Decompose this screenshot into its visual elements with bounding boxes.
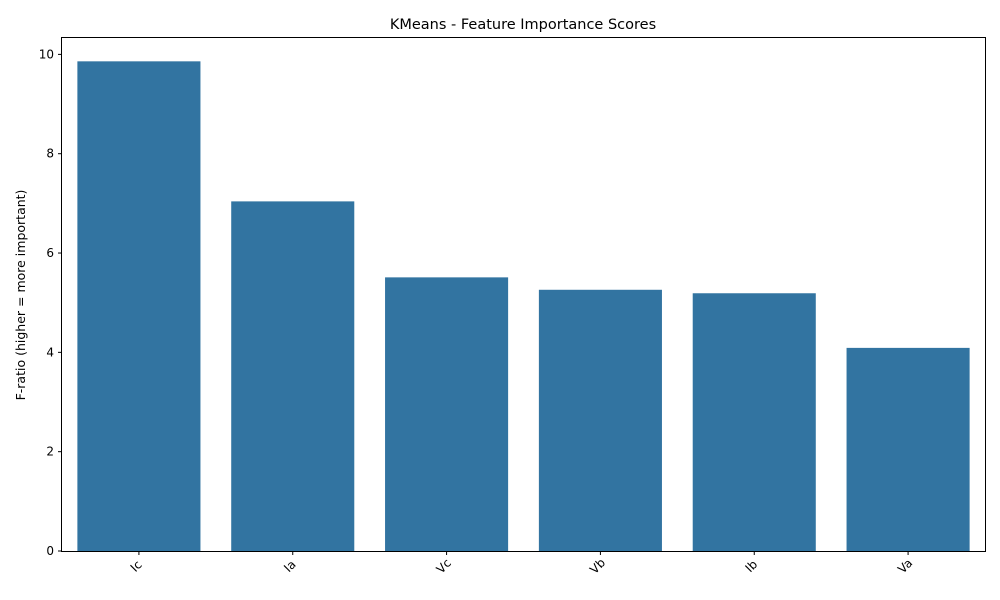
y-tick-label: 4 [46,345,54,359]
bar-Vc [385,277,509,551]
x-tick-label: Ia [281,557,299,575]
bar-Ic [77,61,201,552]
x-tick-label: Va [895,556,915,576]
bar-Va [846,347,970,551]
chart-title: KMeans - Feature Importance Scores [390,17,656,33]
bars-group [77,61,970,552]
x-tick-label: Ib [743,557,761,575]
x-tick-label: Vb [587,556,608,577]
x-axis-ticks: Ic Ia Vc Vb Ib Va [128,551,915,577]
y-tick-label: 0 [46,544,54,558]
x-tick-label: Ic [128,558,145,575]
y-tick-label: 6 [46,246,54,260]
y-tick-label: 10 [39,47,54,61]
plot-frame [61,37,986,552]
y-axis-ticks: 0 2 4 6 8 10 [39,47,62,558]
x-tick-label: Vc [434,556,454,576]
y-axis-label: F-ratio (higher = more important) [13,190,28,401]
bar-Ib [692,293,816,551]
y-tick-label: 8 [46,147,54,161]
y-tick-label: 2 [46,445,54,459]
bar-Ia [231,201,355,551]
bar-Vb [538,289,662,551]
